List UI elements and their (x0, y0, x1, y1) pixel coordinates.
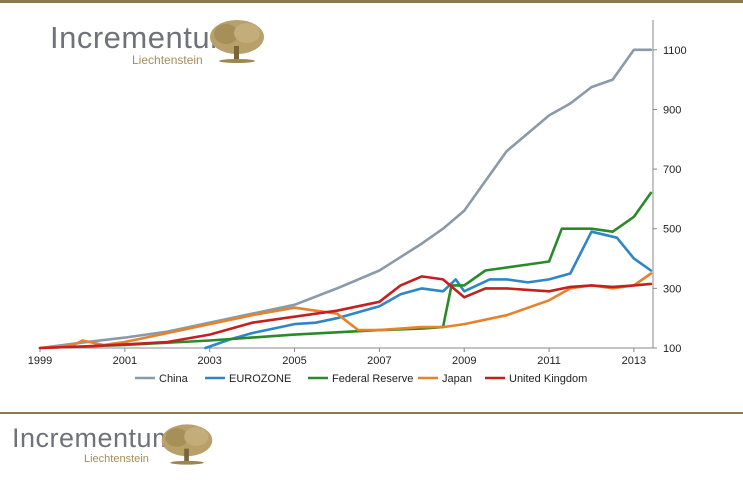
legend-item-japan: Japan (418, 373, 472, 385)
series-line-united-kingdom (38, 275, 653, 350)
footer-divider (0, 412, 743, 414)
x-tick-label: 2007 (367, 355, 391, 367)
x-tick-label: 2001 (113, 355, 137, 367)
series-line-federal-reserve (38, 191, 653, 350)
chart-legend: China EUROZONE Federal Reserve Japan United … (135, 373, 587, 385)
x-tick-label: 2011 (537, 355, 561, 367)
central-bank-assets-chart: 1999 2001 2003 2005 2007 2009 2011 2013 100 300 50… (28, 20, 687, 385)
top-divider (0, 0, 743, 3)
y-tick-label: 900 (663, 104, 681, 116)
legend-item-eurozone: EUROZONE (205, 373, 291, 385)
y-tick-label: 300 (663, 283, 681, 295)
legend-label: Japan (442, 373, 472, 385)
legend-label: Federal Reserve (332, 373, 413, 385)
y-tick-label: 100 (663, 343, 681, 355)
x-tick-label: 2009 (452, 355, 476, 367)
x-tick-label: 1999 (28, 355, 52, 367)
legend-item-federal-reserve: Federal Reserve (308, 373, 413, 385)
legend-label: China (159, 373, 189, 385)
series-line-eurozone (204, 230, 653, 350)
logo-subtitle: Liechtenstein (132, 53, 203, 67)
x-tick-label: 2013 (622, 355, 646, 367)
logo-wordmark-footer: Incrementum (12, 423, 176, 453)
x-tick-label: 2003 (197, 355, 221, 367)
y-tick-label: 700 (663, 164, 681, 176)
tree-icon (161, 424, 213, 465)
legend-label: EUROZONE (229, 373, 291, 385)
tree-icon (210, 20, 264, 63)
legend-item-china: China (135, 373, 189, 385)
y-tick-label: 1100 (663, 45, 687, 57)
logo-wordmark: Incrementum (50, 20, 237, 55)
chart-lines (38, 48, 653, 350)
y-tick-label: 500 (663, 224, 681, 236)
incrementum-logo-top: Incrementum Liechtenstein (50, 20, 264, 67)
legend-item-united-kingdom: United Kingdom (485, 373, 587, 385)
logo-subtitle-footer: Liechtenstein (84, 453, 149, 465)
incrementum-logo-bottom: Incrementum Liechtenstein (12, 423, 213, 465)
x-tick-label: 2005 (282, 355, 306, 367)
series-line-china (38, 48, 653, 350)
chart-axes: 1999 2001 2003 2005 2007 2009 2011 2013 100 300 50… (28, 20, 687, 367)
legend-label: United Kingdom (509, 373, 587, 385)
